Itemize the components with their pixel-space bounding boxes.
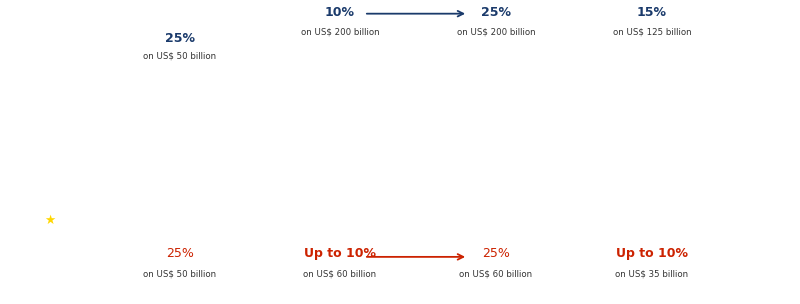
Point — [174, 218, 186, 223]
Polygon shape — [572, 135, 798, 169]
Text: Up to 10%: Up to 10% — [616, 247, 688, 260]
Bar — [12, 80, 112, 85]
Text: JUNE 2019: JUNE 2019 — [471, 150, 513, 157]
Point — [334, 81, 346, 86]
Bar — [12, 89, 112, 94]
Text: SUMMER 2018: SUMMER 2018 — [158, 150, 218, 157]
Text: on US$ 200 billion: on US$ 200 billion — [457, 27, 535, 36]
Polygon shape — [416, 131, 450, 173]
Polygon shape — [124, 132, 284, 172]
Text: on US$ 125 billion: on US$ 125 billion — [613, 27, 691, 36]
Text: 25%: 25% — [165, 32, 195, 44]
Text: on US$ 200 billion: on US$ 200 billion — [301, 27, 379, 36]
Bar — [12, 61, 112, 66]
Bar — [12, 85, 112, 89]
Point — [646, 81, 658, 86]
Text: SEPTEMBER 2019: SEPTEMBER 2019 — [620, 150, 692, 157]
Text: SEPTEMBER 2018: SEPTEMBER 2018 — [304, 150, 376, 157]
Point — [490, 81, 502, 86]
Bar — [12, 52, 52, 85]
Text: on US$ 35 billion: on US$ 35 billion — [615, 269, 689, 278]
Text: Up to 10%: Up to 10% — [304, 247, 376, 260]
Text: 15%: 15% — [637, 6, 667, 19]
Bar — [12, 103, 112, 108]
Polygon shape — [420, 132, 592, 172]
Bar — [12, 75, 112, 80]
Bar — [12, 98, 112, 103]
Text: 25%: 25% — [481, 6, 511, 19]
Text: 25%: 25% — [166, 247, 194, 260]
Bar — [12, 108, 112, 112]
Polygon shape — [420, 135, 582, 169]
Point — [174, 81, 186, 86]
Polygon shape — [264, 132, 440, 172]
Point — [490, 218, 502, 223]
Text: 25%: 25% — [482, 247, 510, 260]
Bar — [12, 52, 112, 56]
Text: on US$ 50 billion: on US$ 50 billion — [143, 52, 217, 61]
Polygon shape — [6, 196, 106, 249]
Text: 10%: 10% — [325, 6, 355, 19]
Point — [334, 218, 346, 223]
Bar — [12, 56, 112, 61]
Polygon shape — [264, 135, 430, 169]
Polygon shape — [124, 135, 274, 169]
Polygon shape — [572, 132, 800, 172]
Point — [646, 218, 658, 223]
Text: on US$ 60 billion: on US$ 60 billion — [303, 269, 377, 278]
Polygon shape — [260, 131, 294, 173]
Text: ★: ★ — [44, 214, 55, 227]
Bar — [12, 66, 112, 71]
Bar — [12, 71, 112, 75]
Bar — [12, 94, 112, 98]
Text: on US$ 60 billion: on US$ 60 billion — [459, 269, 533, 278]
Text: on US$ 50 billion: on US$ 50 billion — [143, 269, 217, 278]
Polygon shape — [568, 131, 602, 173]
